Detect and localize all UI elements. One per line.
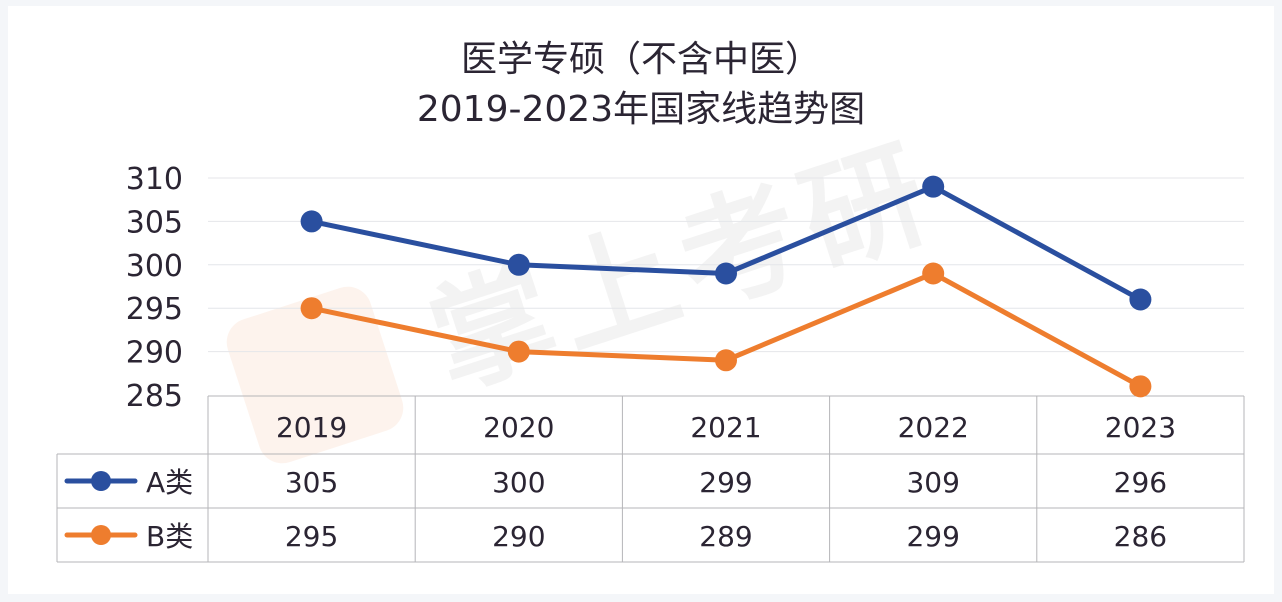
legend-label: B类 (146, 520, 193, 553)
chart-card (8, 6, 1274, 594)
x-category-label: 2019 (276, 411, 347, 444)
data-point (300, 210, 323, 233)
table-cell-value: 299 (906, 520, 959, 553)
table-cell-value: 295 (285, 520, 338, 553)
data-point (507, 340, 530, 363)
table-cell-value: 289 (699, 520, 752, 553)
data-point (922, 262, 945, 285)
y-tick-label: 300 (126, 249, 183, 284)
chart-title: 医学专硕（不含中医） (460, 39, 821, 80)
table-cell-value: 309 (906, 466, 959, 499)
y-tick-label: 290 (126, 336, 183, 371)
y-tick-label: 310 (126, 162, 183, 197)
data-point (922, 175, 945, 198)
legend-label: A类 (146, 466, 193, 499)
data-point (715, 262, 737, 285)
x-category-label: 2021 (690, 411, 761, 444)
chart-subtitle: 2019-2023年国家线趋势图 (416, 89, 866, 130)
table-cell-value: 296 (1114, 466, 1167, 499)
data-point (715, 349, 737, 372)
y-tick-label: 305 (126, 205, 183, 240)
data-point (1129, 288, 1152, 311)
x-category-label: 2020 (483, 411, 554, 444)
legend-marker (91, 525, 111, 545)
legend-marker (91, 471, 111, 491)
table-cell-value: 299 (699, 466, 752, 499)
table-cell-value: 286 (1114, 520, 1167, 553)
data-point (300, 297, 323, 320)
x-category-label: 2023 (1105, 411, 1176, 444)
data-point (1129, 375, 1152, 398)
table-cell-value: 305 (285, 466, 338, 499)
data-point (507, 253, 530, 276)
y-tick-label: 285 (126, 379, 183, 414)
x-category-label: 2022 (898, 411, 969, 444)
y-tick-label: 295 (126, 292, 183, 327)
table-cell-value: 300 (492, 466, 545, 499)
table-cell-value: 290 (492, 520, 545, 553)
